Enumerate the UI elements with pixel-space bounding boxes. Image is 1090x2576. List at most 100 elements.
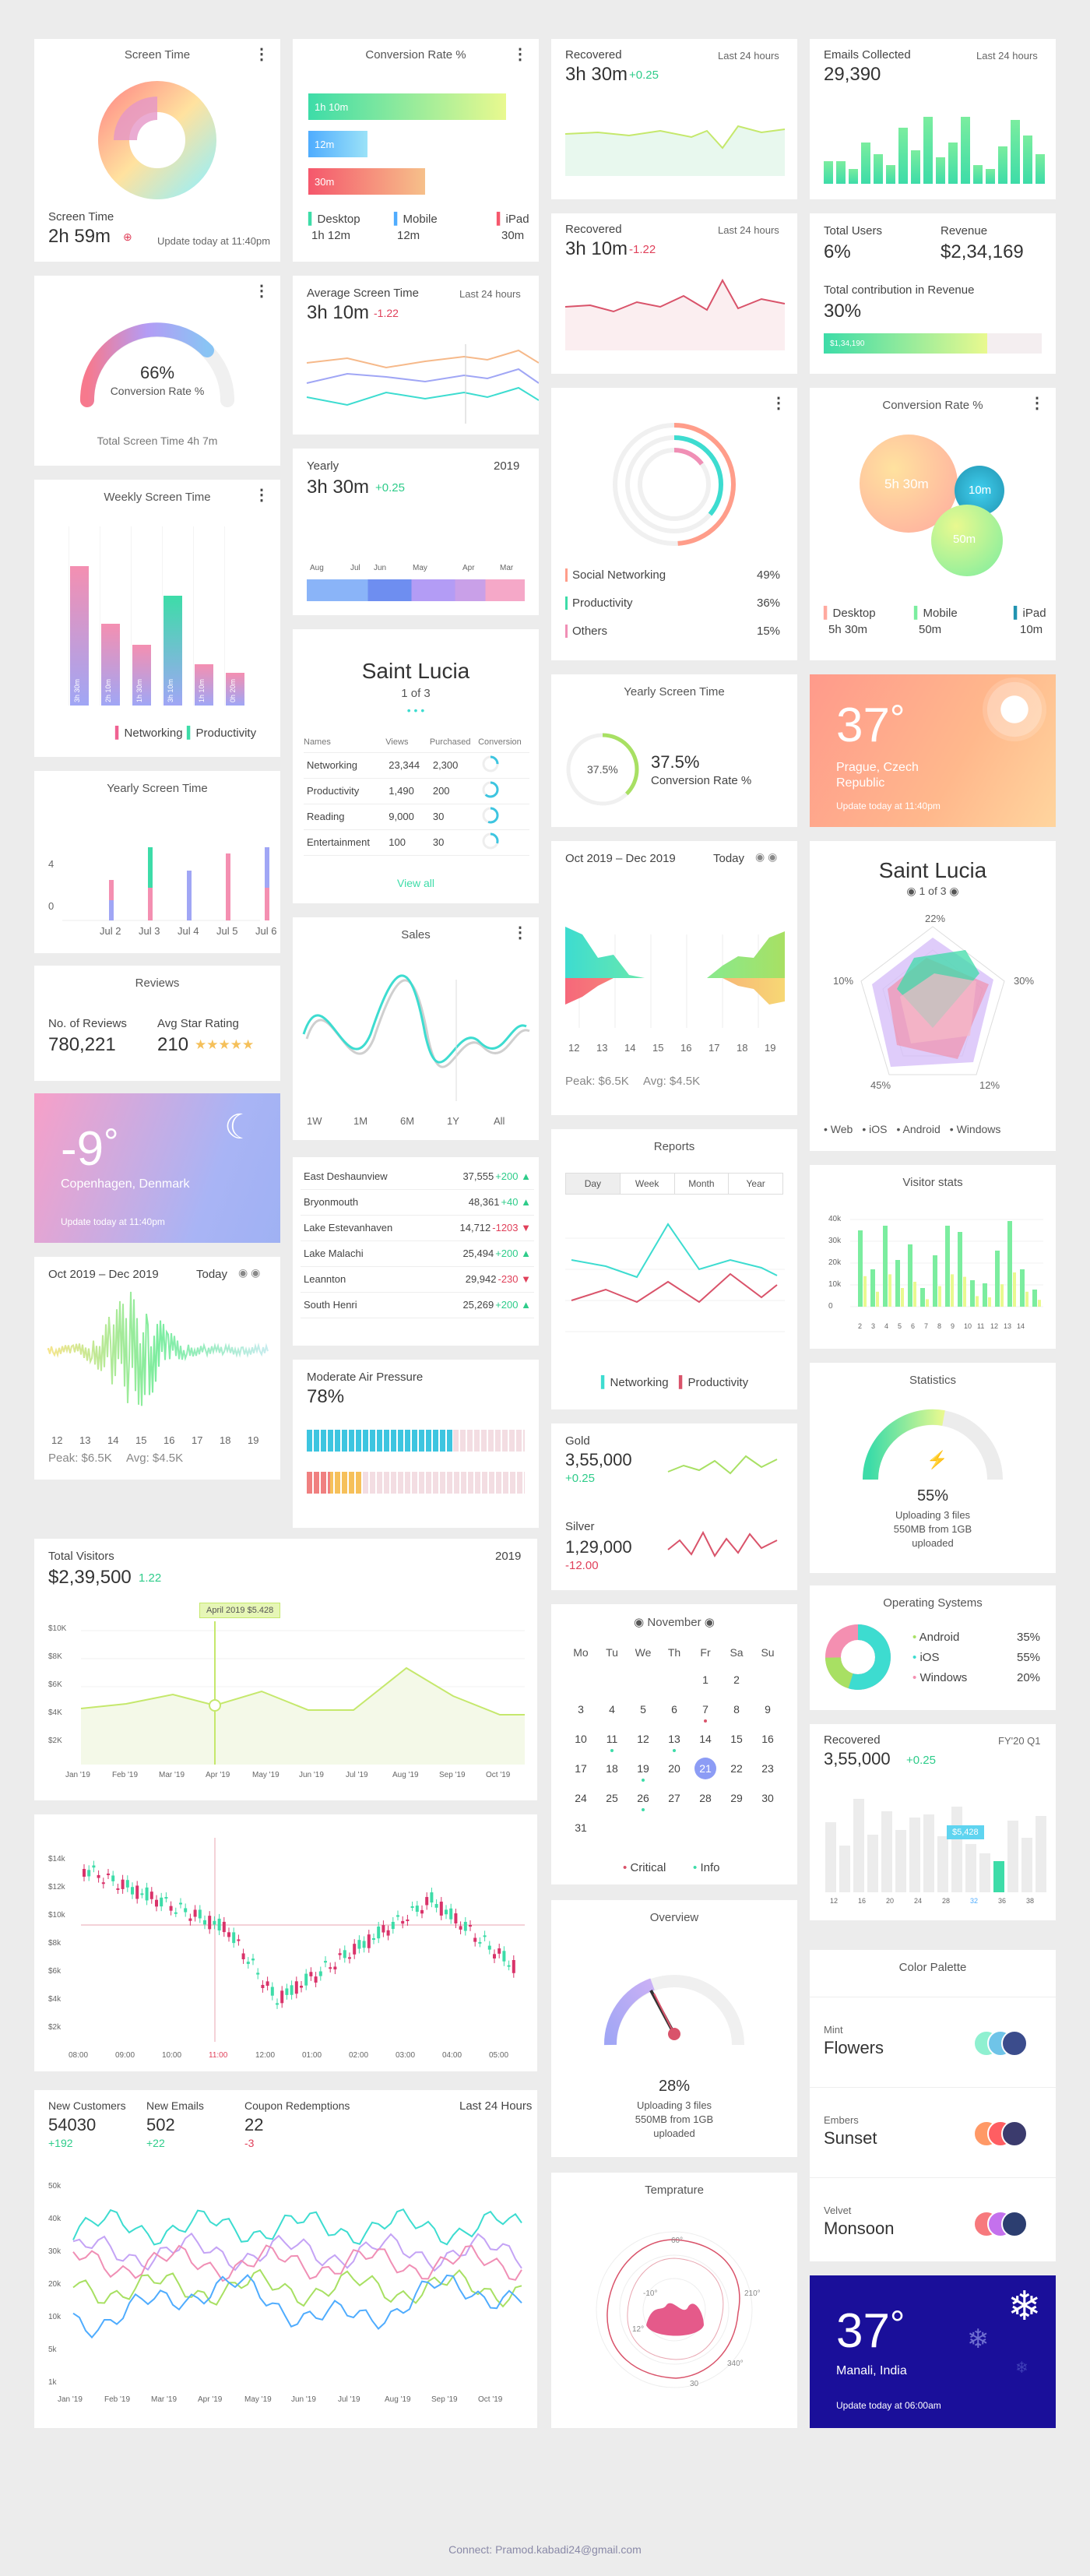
calendar-day[interactable]: 9 xyxy=(752,1701,783,1718)
calendar-day[interactable]: 22 xyxy=(721,1760,752,1777)
calendar-day[interactable]: 29 xyxy=(721,1789,752,1807)
more-icon[interactable]: ⋮ xyxy=(254,283,269,300)
calendar-day[interactable]: 27 xyxy=(659,1789,690,1807)
card-title: Temprature xyxy=(645,2184,704,2197)
calendar-day[interactable]: 26 xyxy=(628,1789,659,1811)
table-row[interactable]: Entertainment 100 30 xyxy=(304,829,529,856)
email-bar xyxy=(849,168,858,184)
x-tick: 28 xyxy=(942,1897,951,1905)
wave-card: Oct 2019 – Dec 2019 Today ◉ ◉ Peak: $6.5… xyxy=(34,1257,280,1480)
today-button[interactable]: Today xyxy=(713,852,745,865)
table-cell: Networking xyxy=(304,752,386,779)
more-icon[interactable]: ⋮ xyxy=(512,46,528,63)
visitor-bar xyxy=(976,1296,979,1307)
calendar-day[interactable]: 5 xyxy=(628,1701,659,1718)
table-row[interactable]: Productivity 1,490 200 xyxy=(304,778,529,804)
reviews-card: Reviews No. of Reviews 780,221 Avg Star … xyxy=(34,966,280,1081)
candle xyxy=(184,1908,188,1913)
calendar-day[interactable]: 4 xyxy=(596,1701,628,1718)
calendar-day[interactable]: 16 xyxy=(752,1730,783,1747)
calendar-day[interactable]: 14 xyxy=(690,1730,721,1747)
tab-month[interactable]: Month xyxy=(673,1174,729,1194)
more-icon[interactable]: ⋮ xyxy=(771,395,786,412)
calendar-day[interactable]: 12 xyxy=(628,1730,659,1747)
calendar-day[interactable]: 20 xyxy=(659,1760,690,1777)
calendar-day[interactable]: 13 xyxy=(659,1730,690,1752)
calendar-day[interactable]: 15 xyxy=(721,1730,752,1747)
palette-row[interactable]: Embers Sunset xyxy=(810,2087,1056,2171)
next-month-icon[interactable]: ◉ xyxy=(701,1616,715,1629)
candle xyxy=(353,1944,357,1955)
location-count: 25,269 xyxy=(462,1299,494,1311)
city-name: Manali, India xyxy=(836,2364,907,2377)
list-item[interactable]: Leannton 29,942 -230 ▼ xyxy=(301,1266,534,1293)
weekly-bar: 3h 10m xyxy=(164,596,182,706)
footer-contact[interactable]: Connect: Pramod.kabadi24@gmail.com xyxy=(448,2543,642,2556)
calendar-day[interactable]: 6 xyxy=(659,1701,690,1718)
bolt-icon: ⚡ xyxy=(926,1450,948,1469)
nav-arrows-icon[interactable]: ◉ ◉ xyxy=(755,850,778,863)
os-name: Android xyxy=(919,1631,960,1644)
pager-dots[interactable]: • • • xyxy=(406,704,425,716)
more-icon[interactable]: ⋮ xyxy=(512,924,528,941)
day-number: 21 xyxy=(694,1758,716,1779)
x-tick: 14 xyxy=(1017,1322,1025,1330)
calendar-day[interactable]: 7 xyxy=(690,1701,721,1723)
calendar-day[interactable]: 30 xyxy=(752,1789,783,1807)
calendar-day[interactable]: 19 xyxy=(628,1760,659,1782)
tab-year[interactable]: Year xyxy=(728,1174,782,1194)
tab-week[interactable]: Week xyxy=(619,1174,674,1194)
table-row[interactable]: Reading 9,000 30 xyxy=(304,804,529,830)
calendar-day[interactable]: 21 xyxy=(690,1758,721,1779)
color-swatch[interactable] xyxy=(1001,2120,1028,2147)
calendar-day[interactable]: 8 xyxy=(721,1701,752,1718)
calendar-day[interactable]: 24 xyxy=(565,1789,596,1807)
candle xyxy=(241,1953,245,1960)
calendar-day[interactable]: 31 xyxy=(565,1819,596,1836)
palette-row[interactable]: Velvet Monsoon xyxy=(810,2177,1056,2261)
stat-delta: +22 xyxy=(146,2137,165,2149)
x-tick: Jul 3 xyxy=(139,925,160,937)
calendar-day[interactable]: 23 xyxy=(752,1760,783,1777)
year-select[interactable]: 2019 xyxy=(494,459,520,473)
contrib-bar-label: $1,34,190 xyxy=(830,340,865,348)
more-icon[interactable]: ⋮ xyxy=(1029,395,1045,412)
today-button[interactable]: Today xyxy=(196,1268,228,1281)
visitor-stats-card: Visitor stats 40k 30k 20k 10k 0 2 3 4 5 6 7 8 9 10 11 1… xyxy=(810,1165,1056,1349)
color-swatch[interactable] xyxy=(1001,2030,1028,2057)
calendar-day[interactable]: 1 xyxy=(690,1671,721,1688)
nav-arrows-icon[interactable]: ◉ ◉ xyxy=(238,1266,261,1279)
bar-label: 3h 10m xyxy=(167,678,174,702)
year-select[interactable]: 2019 xyxy=(495,1550,522,1563)
table-cell: 9,000 xyxy=(385,804,430,830)
palette-row[interactable]: Mint Flowers xyxy=(810,1997,1056,2081)
view-all-link[interactable]: View all xyxy=(397,877,434,889)
x-tick: Feb '19 xyxy=(112,1771,139,1779)
temperature-value: -9 xyxy=(61,1122,104,1176)
x-tick: Mar xyxy=(500,564,514,572)
color-swatch[interactable] xyxy=(1001,2211,1028,2237)
list-item[interactable]: Lake Malachi 25,494 +200 ▲ xyxy=(301,1240,534,1267)
calendar-day[interactable]: 10 xyxy=(565,1730,596,1747)
list-item[interactable]: South Henri 25,269 +200 ▲ xyxy=(301,1292,534,1318)
stat-label: New Emails xyxy=(146,2099,204,2112)
calendar-day[interactable]: 25 xyxy=(596,1789,628,1807)
calendar-day[interactable]: 18 xyxy=(596,1760,628,1777)
list-item[interactable]: East Deshaunview 37,555 +200 ▲ xyxy=(301,1163,534,1190)
tab-day[interactable]: Day xyxy=(566,1174,620,1194)
calendar-day[interactable]: 28 xyxy=(690,1789,721,1807)
more-icon[interactable]: ⋮ xyxy=(254,487,269,504)
calendar-day[interactable]: 11 xyxy=(596,1730,628,1752)
next-icon[interactable]: ◉ xyxy=(946,885,959,897)
calendar-day[interactable]: 2 xyxy=(721,1671,752,1688)
prev-icon[interactable]: ◉ xyxy=(906,885,919,897)
list-item[interactable]: Lake Estevanhaven 14,712 -1203 ▼ xyxy=(301,1215,534,1241)
stat-value: 54030 xyxy=(48,2115,97,2134)
list-item[interactable]: Bryonmouth 48,361 +40 ▲ xyxy=(301,1189,534,1216)
prev-month-icon[interactable]: ◉ xyxy=(634,1616,648,1629)
calendar-day[interactable]: 3 xyxy=(565,1701,596,1718)
calendar-day[interactable]: 17 xyxy=(565,1760,596,1777)
more-icon[interactable]: ⋮ xyxy=(254,46,269,63)
day-number: 17 xyxy=(575,1762,587,1775)
table-row[interactable]: Networking 23,344 2,300 xyxy=(304,752,529,779)
